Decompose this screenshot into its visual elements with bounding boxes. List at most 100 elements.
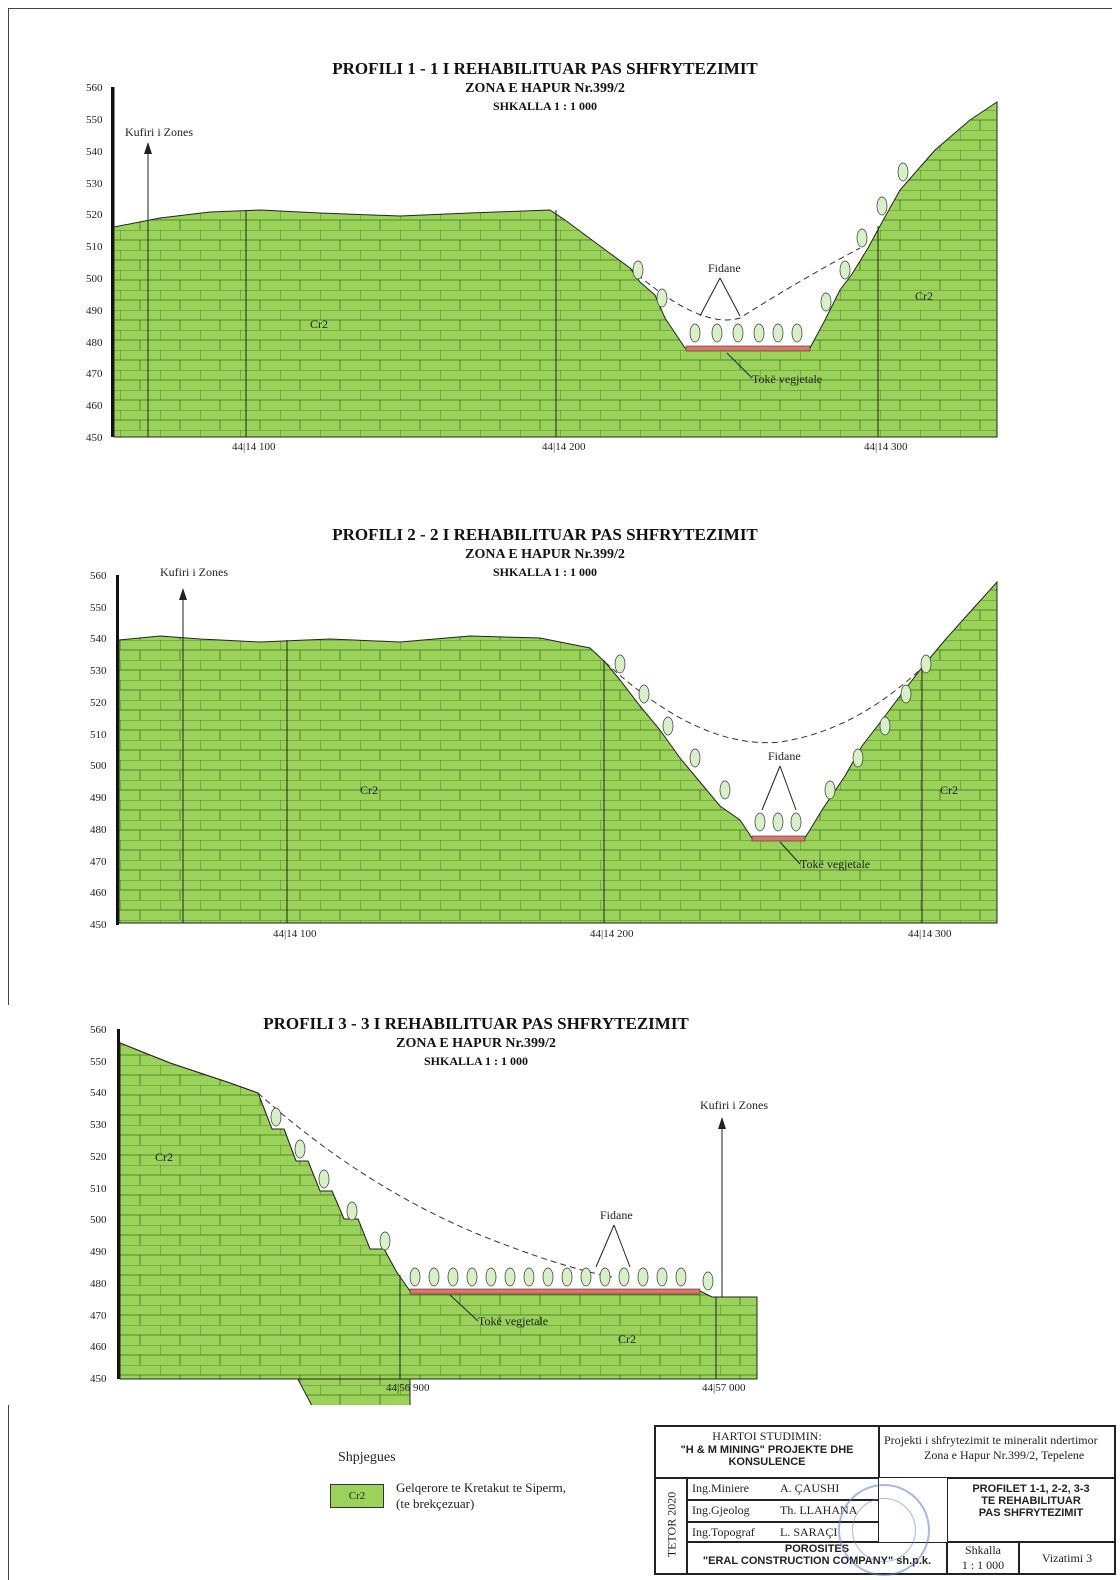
y-tick-label: 510 xyxy=(90,729,107,741)
y-tick-label: 490 xyxy=(86,305,103,317)
drawing-title-2: TE REHABILITUAR xyxy=(981,1495,1081,1507)
legend-line-2: (te brekçezuar) xyxy=(396,1496,475,1511)
stamp-inner-ring xyxy=(852,1498,916,1562)
engineer-role: Ing.Miniere xyxy=(692,1481,749,1495)
boundary-label: Kufiri i Zones xyxy=(700,1098,768,1112)
terrain-main xyxy=(119,1042,758,1380)
topsoil-layer xyxy=(409,1288,701,1295)
y-tick-label: 530 xyxy=(86,178,103,190)
x-tick-label: 44|14 100 xyxy=(232,441,276,453)
section-verticals xyxy=(399,1275,717,1379)
x-tick-label: 44|14 100 xyxy=(273,928,317,940)
scale-cell: Shkalla 1 : 1 000 xyxy=(947,1542,1019,1574)
profile-zone: ZONA E HAPUR Nr.399/2 xyxy=(465,547,625,562)
drawing-title-cell: PROFILET 1-1, 2-2, 3-3 TE REHABILITUAR P… xyxy=(947,1478,1115,1542)
drawing-number: Vizatimi 3 xyxy=(1041,1551,1093,1565)
profile-title: PROFILI 1 - 1 I REHABILITUAR PAS SHFRYTE… xyxy=(332,59,758,78)
x-tick-label: 44|14 300 xyxy=(864,441,908,453)
scale-value: 1 : 1 000 xyxy=(961,1558,1005,1572)
engineer-name: Th. LLAHANA xyxy=(780,1503,858,1517)
scale-label: Shkalla xyxy=(965,1543,1001,1557)
engineer-role: Ing.Gjeolog xyxy=(692,1503,750,1517)
legend-description: Gelqerore te Kretakut te Siperm, (te bre… xyxy=(396,1480,566,1512)
y-tick-label: 560 xyxy=(90,570,107,582)
y-tick-label: 550 xyxy=(86,114,103,126)
date-label: TETOR 2020 xyxy=(664,1491,679,1558)
profile-zone: ZONA E HAPUR Nr.399/2 xyxy=(396,1036,556,1051)
company-line-1: "H & M MINING" PROJEKTE DHE xyxy=(680,1444,854,1456)
original-surface-line xyxy=(629,247,861,321)
engineer-name: A. ÇAUSHI xyxy=(780,1481,840,1495)
client-label: POROSITES xyxy=(784,1543,850,1555)
prepared-label: HARTOI STUDIMIN: xyxy=(712,1429,822,1443)
seedlings-pointer xyxy=(699,277,741,317)
y-tick-label: 510 xyxy=(86,241,103,253)
topsoil-pointer xyxy=(726,352,753,379)
drawing-number-cell: Vizatimi 3 xyxy=(1019,1542,1115,1574)
rock-label: Cr2 xyxy=(360,783,378,797)
arrow-head-icon xyxy=(179,588,187,600)
profile-scale: SHKALLA 1 : 1 000 xyxy=(493,565,597,579)
y-tick-label: 530 xyxy=(90,665,107,677)
boundary-label: Kufiri i Zones xyxy=(125,125,193,139)
topsoil-pointer xyxy=(779,841,801,865)
section-verticals xyxy=(245,210,879,437)
y-tick-label: 540 xyxy=(86,146,103,158)
profile-2-2: PROFILI 2 - 2 I REHABILITUAR PAS SHFRYTE… xyxy=(90,525,998,940)
profile-scale: SHKALLA 1 : 1 000 xyxy=(493,99,597,113)
y-tick-label: 520 xyxy=(86,209,103,221)
boundary-label: Kufiri i Zones xyxy=(160,565,228,579)
y-tick-label: 540 xyxy=(90,1087,107,1099)
rock-label: Cr2 xyxy=(618,1332,636,1346)
y-tick-label: 460 xyxy=(86,400,103,412)
drawing-frame xyxy=(8,8,1112,1580)
x-tick-label: 44|56 900 xyxy=(386,1382,430,1394)
x-tick-label: 44|14 300 xyxy=(908,928,952,940)
topsoil-layer xyxy=(685,345,811,352)
legend: Shpjegues Cr2 Gelqerore te Kretakut te S… xyxy=(330,1450,630,1530)
seedling-row xyxy=(632,162,909,343)
company-line-2: KONSULENCE xyxy=(728,1456,806,1468)
y-tick-label: 560 xyxy=(90,1024,107,1036)
arrow-head-icon xyxy=(144,142,152,154)
project-line-1: Projekti i shfrytezimit te mineralit nde… xyxy=(884,1433,1098,1447)
y-tick-label: 490 xyxy=(90,1246,107,1258)
rock-label: Cr2 xyxy=(940,783,958,797)
arrow-head-icon xyxy=(718,1117,726,1129)
y-tick-label: 540 xyxy=(90,633,107,645)
y-tick-label: 530 xyxy=(90,1119,107,1131)
y-tick-label: 480 xyxy=(86,337,103,349)
engineer-role: Ing.Topograf xyxy=(692,1525,755,1539)
y-tick-label: 520 xyxy=(90,697,107,709)
terrain-profile xyxy=(118,580,998,924)
profile-title: PROFILI 3 - 3 I REHABILITUAR PAS SHFRYTE… xyxy=(263,1014,689,1033)
topsoil-label: Tokë vegjetale xyxy=(800,857,870,871)
y-tick-label: 450 xyxy=(86,432,103,444)
y-tick-label: 470 xyxy=(90,1310,107,1322)
y-tick-label: 460 xyxy=(90,887,107,899)
date-cell: TETOR 2020 xyxy=(655,1478,687,1574)
prepared-by-cell: HARTOI STUDIMIN: "H & M MINING" PROJEKTE… xyxy=(655,1426,879,1478)
y-axis: 560 550 540 530 520 510 500 490 480 470 … xyxy=(90,570,119,931)
y-tick-label: 560 xyxy=(86,82,103,94)
drawing-title-1: PROFILET 1-1, 2-2, 3-3 xyxy=(972,1483,1090,1495)
x-tick-label: 44|14 200 xyxy=(590,928,634,940)
y-tick-label: 500 xyxy=(90,1214,107,1226)
y-tick-label: 470 xyxy=(86,368,103,380)
rock-label: Cr2 xyxy=(915,289,933,303)
topsoil-pointer xyxy=(449,1294,479,1322)
legend-rock-swatch: Cr2 xyxy=(330,1484,384,1508)
y-tick-label: 550 xyxy=(90,602,107,614)
y-tick-label: 450 xyxy=(90,1373,107,1385)
seedlings-pointer xyxy=(761,765,797,811)
y-tick-label: 490 xyxy=(90,792,107,804)
title-block: HARTOI STUDIMIN: "H & M MINING" PROJEKTE… xyxy=(654,1425,1116,1575)
seedling-row xyxy=(270,1107,714,1291)
company-stamp xyxy=(838,1484,930,1576)
y-tick-label: 520 xyxy=(90,1151,107,1163)
y-tick-label: 470 xyxy=(90,856,107,868)
legend-title: Shpjegues xyxy=(338,1450,396,1465)
x-tick-label: 44|14 200 xyxy=(542,441,586,453)
y-tick-label: 460 xyxy=(90,1341,107,1353)
y-axis: 560 550 540 530 520 510 500 490 480 470 … xyxy=(90,1024,120,1385)
